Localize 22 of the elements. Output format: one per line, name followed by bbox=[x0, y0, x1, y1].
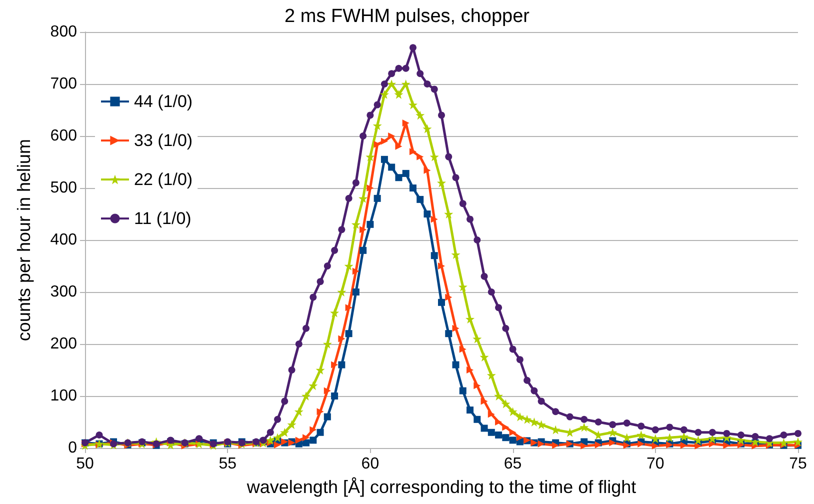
legend-label: 44 (1/0) bbox=[134, 92, 193, 111]
y-tick-label: 0 bbox=[68, 440, 78, 456]
legend-label: 11 (1/0) bbox=[134, 209, 192, 228]
chart-title: 2 ms FWHM pulses, chopper bbox=[284, 6, 530, 27]
x-tick-label: 75 bbox=[789, 456, 807, 472]
x-tick-label: 60 bbox=[361, 456, 380, 472]
legend-label: 33 (1/0) bbox=[134, 131, 193, 150]
x-tick-label: 70 bbox=[646, 456, 664, 472]
y-tick-label: 100 bbox=[50, 388, 78, 404]
x-axis-title: wavelength [Å] corresponding to the time of flight bbox=[246, 477, 636, 497]
y-tick-label: 200 bbox=[50, 336, 78, 352]
legend-label: 22 (1/0) bbox=[134, 170, 193, 189]
x-tick-label: 50 bbox=[76, 456, 94, 472]
y-tick-label: 500 bbox=[50, 180, 78, 196]
y-tick-label: 300 bbox=[50, 284, 78, 300]
y-tick-label: 700 bbox=[50, 76, 78, 92]
y-tick-label: 800 bbox=[50, 24, 78, 40]
y-tick-label: 600 bbox=[50, 128, 78, 144]
x-tick-label: 65 bbox=[504, 456, 522, 472]
y-tick-label: 400 bbox=[50, 232, 78, 248]
y-axis-title: counts per hour in helium bbox=[14, 138, 34, 342]
x-tick-label: 55 bbox=[218, 456, 237, 472]
